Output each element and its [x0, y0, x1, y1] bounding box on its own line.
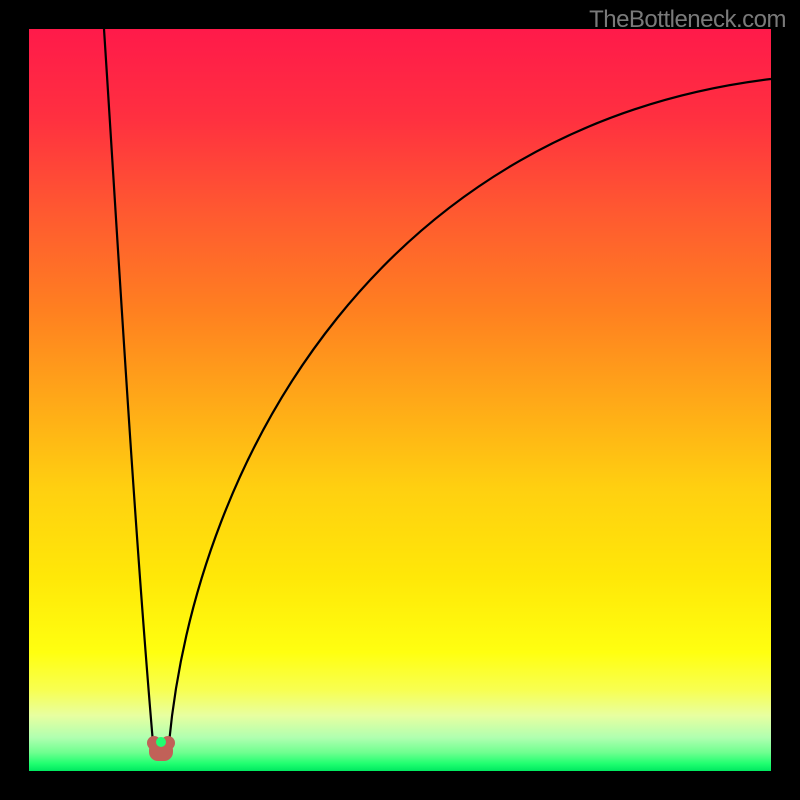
bottleneck-curve-left [104, 29, 153, 743]
marker-notch [156, 737, 166, 747]
chart-container: TheBottleneck.com [0, 0, 800, 800]
curve-minimum-marker [147, 736, 175, 761]
bottleneck-curve-right [169, 79, 771, 743]
plot-area [29, 29, 771, 771]
curve-layer [29, 29, 771, 771]
